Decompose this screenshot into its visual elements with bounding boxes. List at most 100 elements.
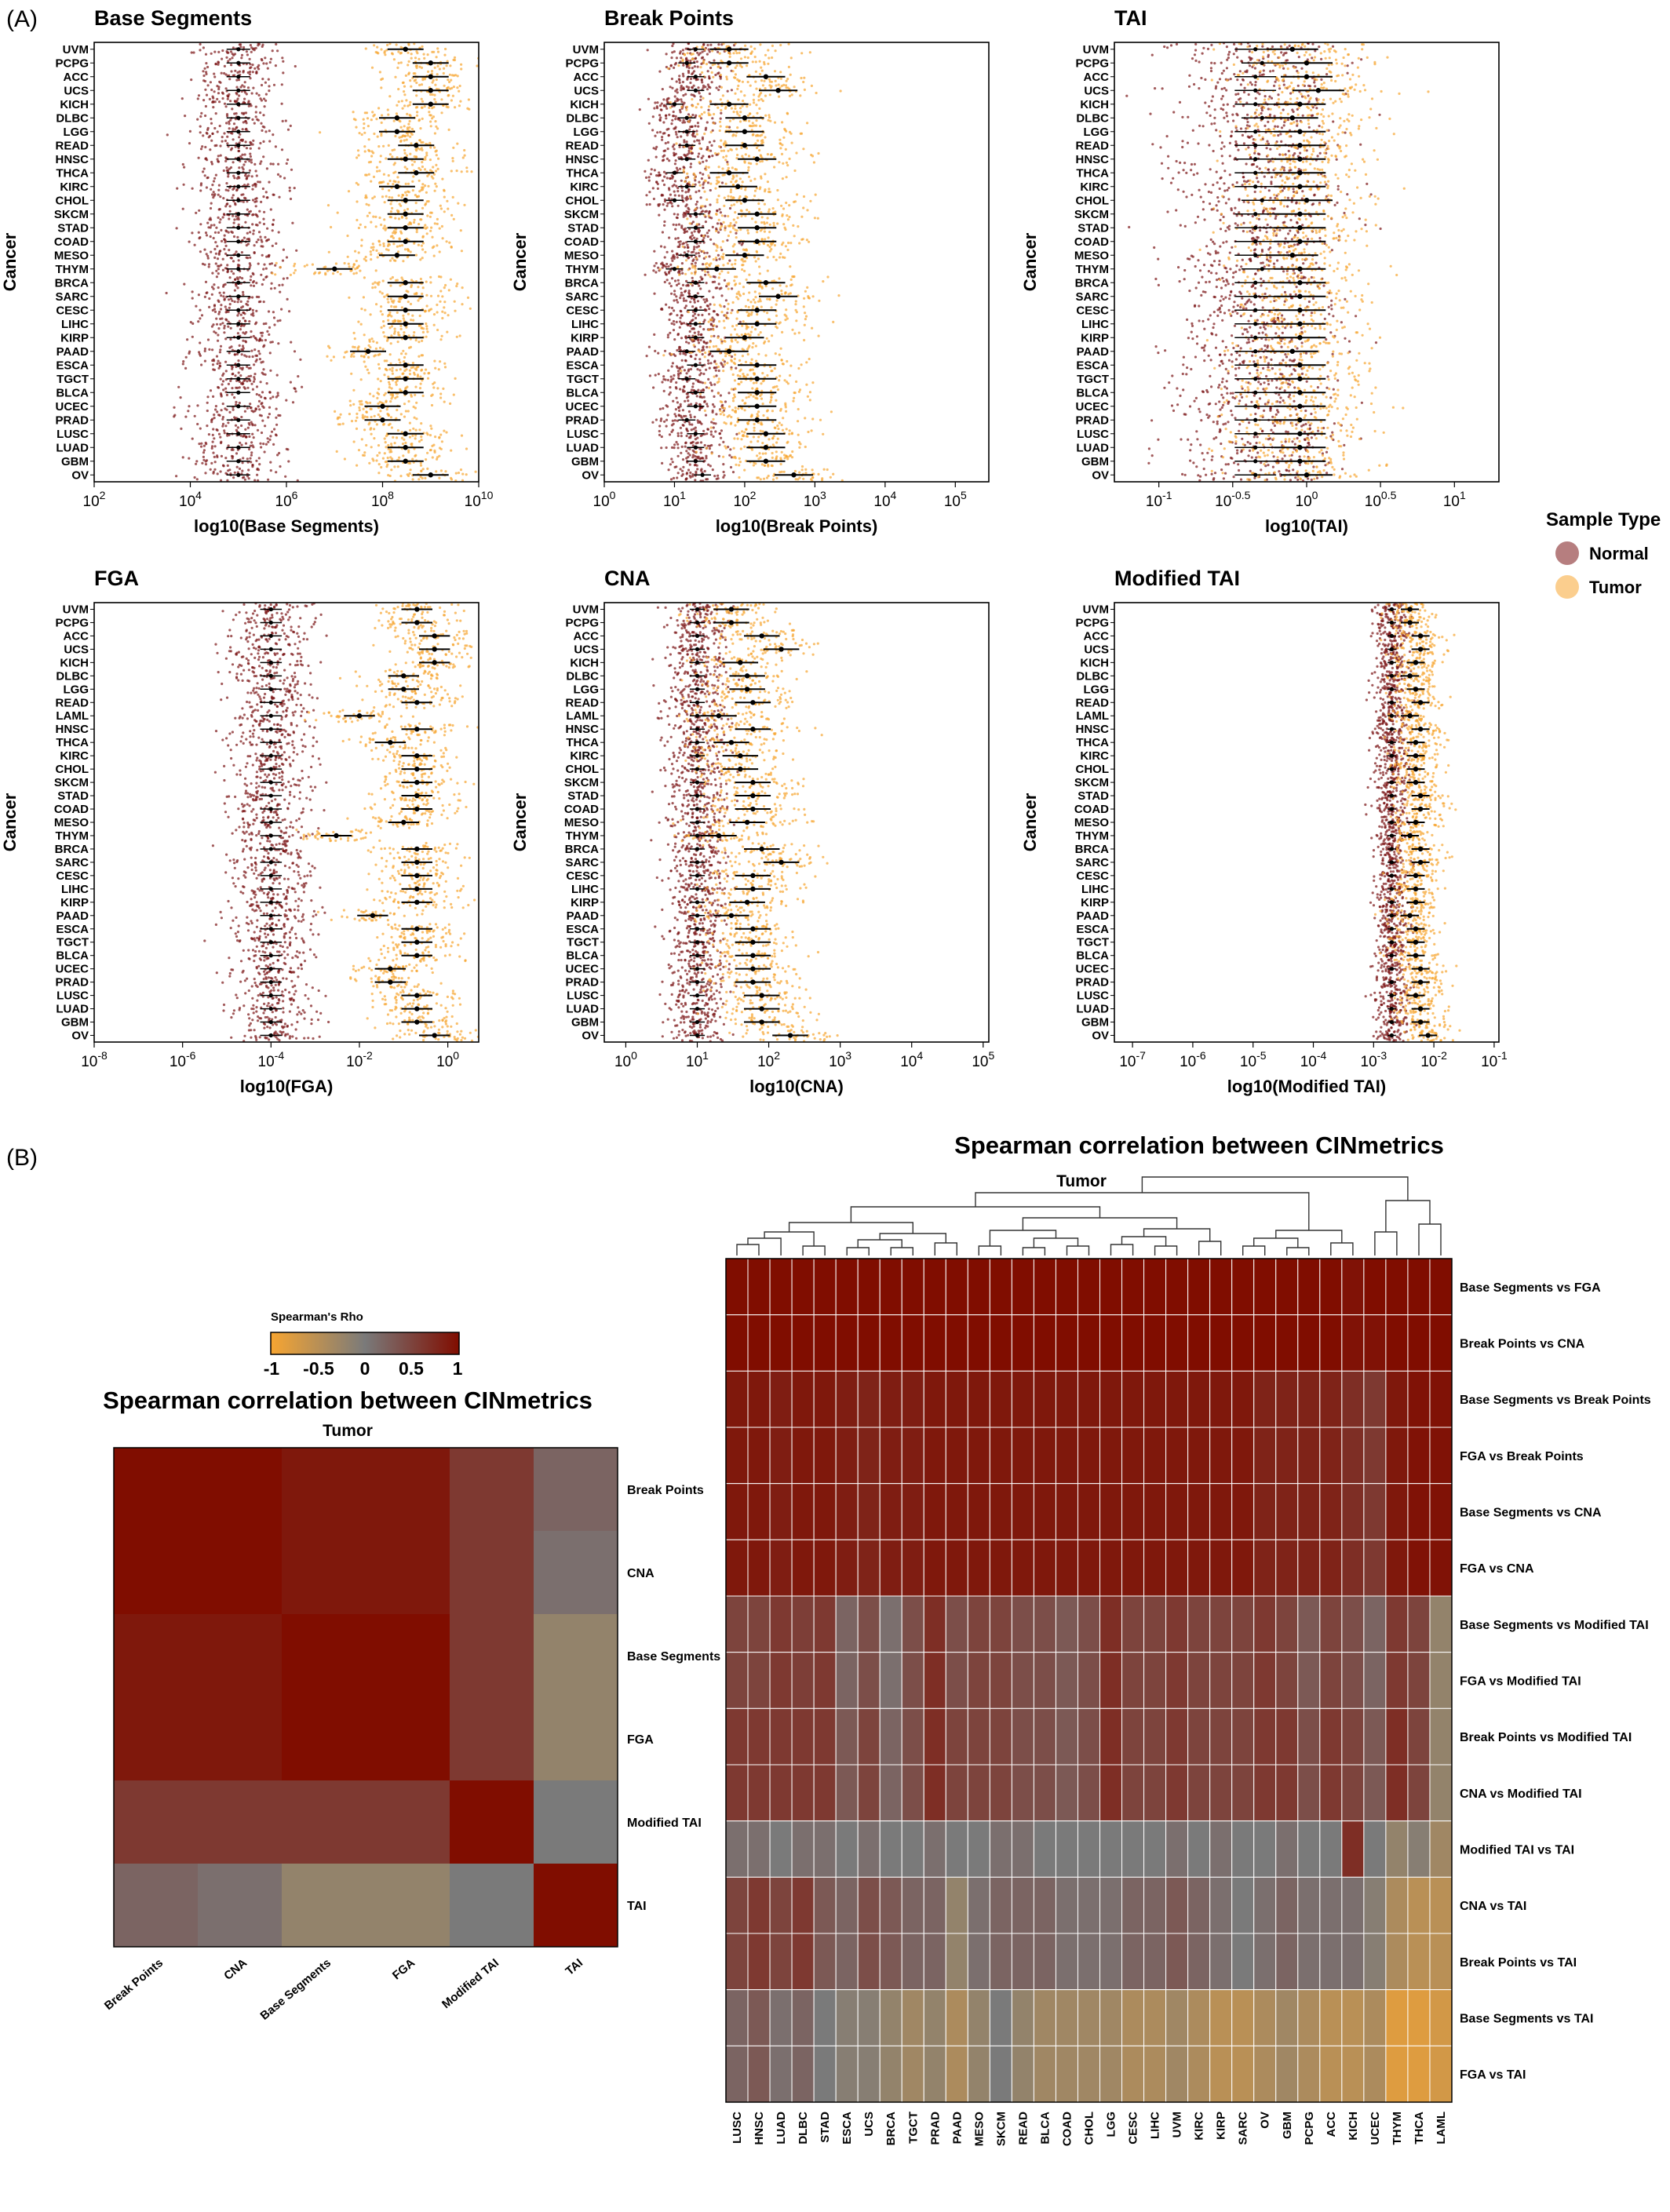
tumor-point: [741, 80, 745, 83]
normal-point: [679, 50, 682, 53]
tumor-point: [749, 45, 753, 49]
tumor-point: [459, 229, 462, 232]
tumor-point: [405, 154, 409, 157]
normal-point: [237, 371, 240, 374]
normal-point: [665, 65, 669, 69]
tumor-point: [388, 474, 392, 478]
normal-point: [277, 414, 280, 417]
normal-point: [691, 334, 695, 337]
tumor-point: [782, 299, 786, 302]
tumor-point: [352, 352, 356, 355]
normal-point: [251, 143, 254, 146]
normal-point: [670, 122, 673, 126]
tumor-point: [811, 155, 815, 158]
tumor-point: [705, 168, 708, 171]
tumor-point: [759, 331, 762, 334]
tumor-point: [795, 319, 798, 323]
tumor-point: [734, 353, 737, 356]
tumor-point: [412, 72, 415, 75]
normal-point: [224, 139, 227, 143]
normal-point: [207, 265, 210, 268]
normal-point: [695, 353, 698, 356]
tumor-point: [711, 64, 714, 67]
normal-point: [244, 111, 248, 115]
normal-point: [702, 183, 705, 186]
tumor-point: [738, 120, 742, 123]
tumor-point: [381, 457, 385, 460]
normal-point: [720, 249, 724, 252]
tumor-point: [466, 107, 469, 110]
tumor-point: [403, 360, 406, 363]
normal-point: [257, 180, 260, 184]
tumor-point: [357, 320, 360, 323]
normal-point: [684, 191, 687, 194]
tumor-point: [352, 331, 356, 334]
tumor-point: [708, 263, 711, 266]
tumor-point: [702, 60, 706, 63]
normal-point: [280, 83, 283, 86]
normal-point: [257, 457, 261, 460]
tumor-point: [419, 461, 422, 465]
tumor-point: [421, 140, 425, 144]
tumor-point: [446, 330, 449, 333]
normal-point: [207, 263, 211, 266]
normal-point: [222, 372, 225, 375]
tumor-point: [414, 64, 418, 67]
tumor-point: [426, 330, 429, 333]
normal-point: [262, 443, 265, 446]
tumor-point: [753, 256, 757, 259]
normal-point: [228, 58, 232, 61]
normal-point: [255, 309, 258, 312]
normal-point: [253, 348, 257, 352]
normal-point: [221, 216, 224, 219]
tumor-point: [396, 279, 399, 282]
tumor-point: [424, 227, 428, 230]
normal-point: [250, 284, 253, 287]
normal-point: [695, 215, 698, 218]
tumor-median-point: [754, 308, 760, 313]
tumor-point: [731, 224, 735, 228]
normal-point: [277, 162, 280, 166]
normal-point: [675, 216, 679, 219]
tumor-point: [742, 99, 745, 103]
normal-point: [265, 196, 268, 199]
tumor-point: [324, 265, 327, 268]
tumor-point: [725, 45, 728, 48]
tumor-point: [385, 157, 388, 160]
normal-point: [279, 290, 282, 293]
tumor-point: [410, 56, 413, 60]
normal-point: [264, 425, 267, 428]
normal-point: [250, 92, 253, 95]
tumor-point: [735, 168, 738, 171]
normal-point: [228, 352, 231, 355]
normal-point: [231, 132, 234, 135]
tumor-point: [356, 464, 359, 467]
tumor-point: [363, 111, 366, 115]
tumor-point: [743, 260, 747, 263]
y-tick-label: UCS: [64, 84, 89, 97]
tumor-point: [414, 155, 418, 159]
tumor-point: [411, 180, 414, 183]
tumor-median-point: [726, 60, 732, 66]
normal-point: [245, 302, 248, 306]
tumor-point: [419, 375, 422, 378]
normal-point: [651, 187, 655, 190]
normal-point: [684, 93, 687, 96]
tumor-point: [760, 91, 763, 95]
tumor-point: [436, 294, 440, 297]
points-lgg: [166, 124, 450, 139]
tumor-point: [765, 221, 769, 224]
normal-point: [279, 319, 282, 322]
tumor-point: [760, 79, 764, 82]
tumor-point: [373, 437, 376, 440]
tumor-point: [385, 408, 388, 411]
tumor-point: [766, 312, 769, 315]
normal-point: [281, 119, 284, 122]
normal-point: [698, 229, 702, 232]
tumor-point: [429, 448, 432, 452]
normal-point: [242, 100, 246, 104]
tumor-point: [438, 67, 442, 71]
normal-point: [676, 333, 680, 336]
normal-point: [204, 472, 207, 475]
tumor-point: [426, 377, 430, 380]
